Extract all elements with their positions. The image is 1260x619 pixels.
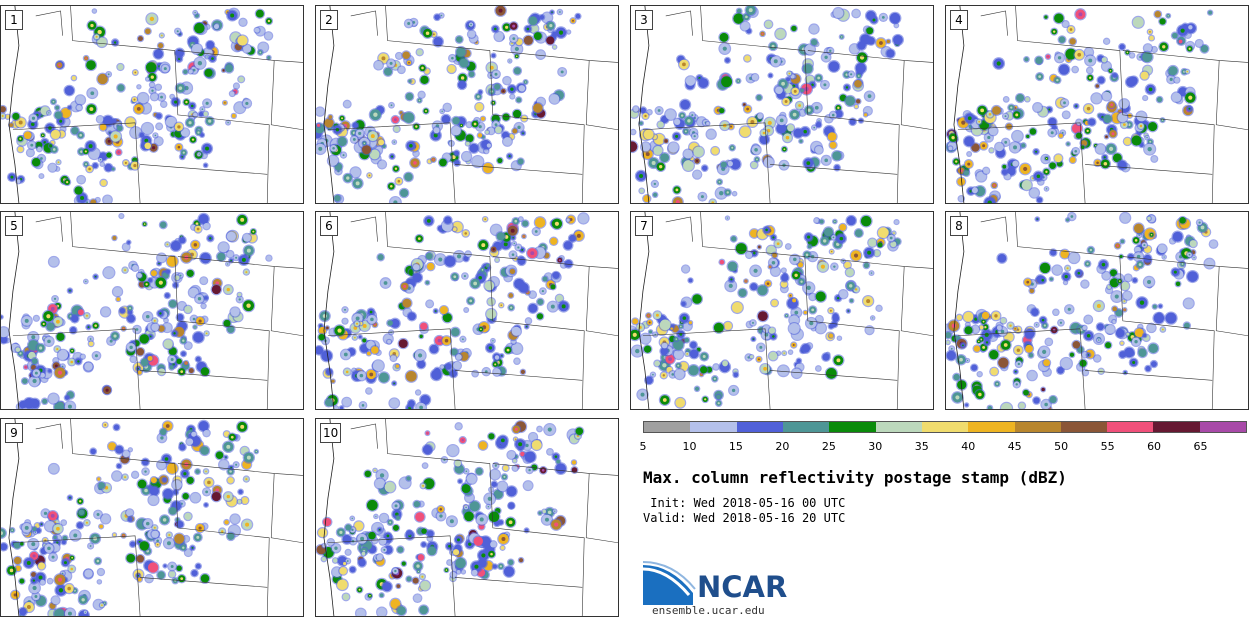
ensemble-member-panel: 9 xyxy=(0,418,304,617)
ensemble-member-panel: 6 xyxy=(315,211,619,410)
colorbar-tick: 15 xyxy=(728,440,743,453)
colorbar-swatch xyxy=(1153,422,1200,432)
member-number-label: 9 xyxy=(5,423,23,443)
valid-time: Valid: Wed 2018-05-16 20 UTC xyxy=(643,511,846,525)
colorbar-tick: 40 xyxy=(961,440,976,453)
member-number-label: 5 xyxy=(5,216,23,236)
colorbar-tick: 25 xyxy=(821,440,836,453)
colorbar-swatch xyxy=(968,422,1015,432)
colorbar-swatch xyxy=(875,422,922,432)
ensemble-member-panel: 5 xyxy=(0,211,304,410)
colorbar-swatch xyxy=(1014,422,1061,432)
colorbar-swatch xyxy=(736,422,783,432)
colorbar-tick-labels: 5 10 15 20 25 30 35 40 45 50 55 60 65 xyxy=(639,440,1247,454)
ncar-logo-icon xyxy=(643,561,696,605)
ensemble-member-panel: 2 xyxy=(315,5,619,204)
member-number-label: 8 xyxy=(950,216,968,236)
member-number-label: 10 xyxy=(320,423,342,443)
ensemble-member-panel: 3 xyxy=(630,5,934,204)
ensemble-member-panel: 1 xyxy=(0,5,304,204)
member-number-label: 7 xyxy=(635,216,653,236)
colorbar-swatch xyxy=(1060,422,1108,432)
ensemble-member-panel: 7 xyxy=(630,211,934,410)
colorbar-tick: 60 xyxy=(1147,440,1162,453)
colorbar-swatch xyxy=(782,422,830,432)
reflectivity-colorbar xyxy=(643,421,1247,433)
colorbar-swatch xyxy=(644,422,691,432)
colorbar-tick: 65 xyxy=(1193,440,1208,453)
colorbar-swatch xyxy=(921,422,969,432)
colorbar-tick: 55 xyxy=(1100,440,1115,453)
ensemble-member-panel: 8 xyxy=(945,211,1249,410)
colorbar-tick: 45 xyxy=(1007,440,1022,453)
figure-title: Max. column reflectivity postage stamp (… xyxy=(643,468,1067,487)
member-number-label: 6 xyxy=(320,216,338,236)
colorbar-tick: 5 xyxy=(639,440,647,453)
ncar-logo-text: NCAR xyxy=(697,570,788,604)
init-time: Init: Wed 2018-05-16 00 UTC xyxy=(643,496,846,510)
colorbar-tick: 50 xyxy=(1054,440,1069,453)
colorbar-swatch xyxy=(690,422,737,432)
colorbar-swatch xyxy=(1107,422,1154,432)
colorbar-tick: 35 xyxy=(914,440,929,453)
colorbar-tick: 10 xyxy=(682,440,697,453)
colorbar-swatch xyxy=(829,422,876,432)
ensemble-member-panel: 4 xyxy=(945,5,1249,204)
member-number-label: 2 xyxy=(320,10,338,30)
member-number-label: 4 xyxy=(950,10,968,30)
member-number-label: 1 xyxy=(5,10,23,30)
member-number-label: 3 xyxy=(635,10,653,30)
ensemble-member-panel: 10 xyxy=(315,418,619,617)
colorbar-swatch xyxy=(1199,422,1247,432)
website-url: ensemble.ucar.edu xyxy=(652,604,765,617)
colorbar-tick: 30 xyxy=(868,440,883,453)
colorbar-tick: 20 xyxy=(775,440,790,453)
